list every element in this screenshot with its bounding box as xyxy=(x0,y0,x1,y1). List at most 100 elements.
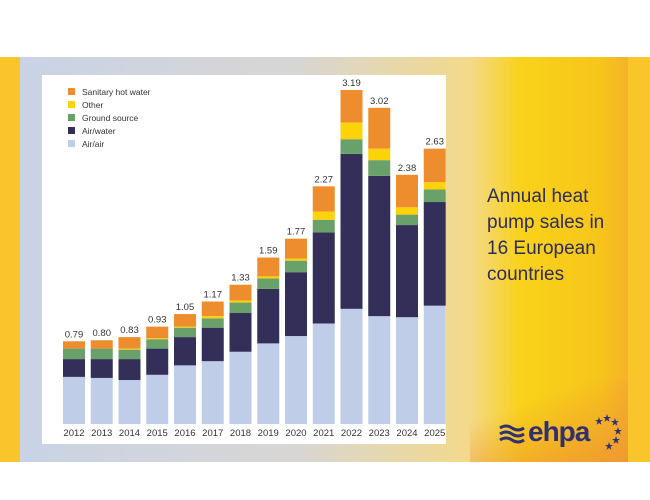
legend-swatch xyxy=(68,140,75,147)
bar-segment-ground-source xyxy=(368,160,391,176)
bar-segment-sanitary-hot-water xyxy=(90,340,113,349)
total-label: 0.93 xyxy=(148,315,167,326)
background-gradient xyxy=(470,380,628,462)
total-label: 0.79 xyxy=(65,329,84,340)
bar-segment-air-air xyxy=(396,317,418,424)
bar-segment-air-air xyxy=(201,361,224,424)
bar-segment-sanitary-hot-water xyxy=(201,301,224,317)
bar-segment-sanitary-hot-water xyxy=(396,174,418,208)
x-tick-label: 2019 xyxy=(258,428,279,439)
total-label: 1.77 xyxy=(287,227,306,238)
waves-icon xyxy=(499,414,622,450)
total-label: 1.59 xyxy=(259,246,278,257)
chart-panel: 0.79 2012 0.80 2013 0.83 2014 0.93 2015 1.05 2016… xyxy=(42,75,446,444)
x-tick-label: 2021 xyxy=(313,428,334,439)
bar-segment-air-water xyxy=(174,337,196,366)
bar-segment-air-air xyxy=(63,376,85,424)
legend-entry: Other xyxy=(82,100,103,110)
bar-segment-sanitary-hot-water xyxy=(174,314,196,327)
x-tick-label: 2020 xyxy=(285,428,306,439)
side-title: Annual heat pump sales in 16 European co… xyxy=(487,186,605,285)
legend-swatch xyxy=(68,101,75,108)
bar-segment-air-water xyxy=(340,153,363,309)
x-tick-label: 2012 xyxy=(63,428,84,439)
bar-segment-ground-source xyxy=(257,278,280,289)
legend-entry: Sanitary hot water xyxy=(82,87,151,97)
bar-segment-air-water xyxy=(257,288,280,344)
bar-segment-ground-source xyxy=(340,139,363,154)
legend-entry: Ground source xyxy=(82,113,138,123)
bar-segment-air-air xyxy=(312,323,335,424)
legend-swatch xyxy=(68,114,75,121)
stars-icon xyxy=(595,414,622,450)
x-tick-label: 2014 xyxy=(119,428,140,439)
bar-segment-other xyxy=(118,348,141,350)
bar-segment-air-water xyxy=(396,225,418,318)
bar-segment-air-air xyxy=(229,351,252,424)
bar-segment-sanitary-hot-water xyxy=(312,186,335,212)
bar-segment-air-water xyxy=(90,359,113,378)
bar-segment-other xyxy=(312,211,335,220)
total-label: 0.83 xyxy=(120,325,139,336)
bar-segment-other xyxy=(396,207,418,215)
bar-segment-sanitary-hot-water xyxy=(423,148,446,183)
bar-segment-air-water xyxy=(118,359,141,381)
bar-segment-other xyxy=(146,338,169,340)
total-label: 2.38 xyxy=(398,163,417,174)
bar-segment-other xyxy=(201,316,224,319)
x-tick-label: 2025 xyxy=(424,428,445,439)
x-tick-label: 2023 xyxy=(369,428,390,439)
bar-segment-air-water xyxy=(423,202,446,306)
bar-segment-ground-source xyxy=(90,348,113,360)
x-tick-label: 2015 xyxy=(147,428,168,439)
legend-entry: Air/air xyxy=(82,139,104,149)
bar-segment-air-water xyxy=(312,232,335,324)
bar-segment-air-water xyxy=(201,327,224,362)
x-tick-label: 2024 xyxy=(396,428,417,439)
bar-segment-ground-source xyxy=(63,348,85,360)
x-tick-label: 2022 xyxy=(341,428,362,439)
bar-segment-sanitary-hot-water xyxy=(63,341,85,349)
bar-segment-air-air xyxy=(285,336,307,424)
total-label: 0.80 xyxy=(93,328,112,339)
bar-segment-sanitary-hot-water xyxy=(146,326,169,339)
bar-segment-air-air xyxy=(257,343,280,424)
ehpa-logo: ehpa xyxy=(498,412,622,452)
bar-segment-air-air xyxy=(174,365,196,424)
bar-segment-air-air xyxy=(423,305,446,424)
x-tick-label: 2018 xyxy=(230,428,251,439)
bar-segment-air-water xyxy=(229,313,252,352)
bar-segment-ground-source xyxy=(146,339,169,349)
total-label: 1.05 xyxy=(176,302,195,313)
x-tick-label: 2017 xyxy=(202,428,223,439)
bar-segment-ground-source xyxy=(201,318,224,328)
bar-segment-other xyxy=(423,182,446,190)
total-label: 3.02 xyxy=(370,96,389,107)
bar-segment-other xyxy=(340,122,363,140)
total-label: 2.27 xyxy=(315,174,334,185)
total-label: 2.63 xyxy=(426,137,445,148)
bar-segment-ground-source xyxy=(118,349,141,360)
legend-swatch xyxy=(68,88,75,95)
stacked-bar-chart: 0.79 2012 0.80 2013 0.83 2014 0.93 2015 1.05 2016… xyxy=(63,78,446,439)
bar-segment-air-water xyxy=(285,272,307,337)
bar-segment-sanitary-hot-water xyxy=(285,238,307,259)
total-label: 3.19 xyxy=(342,78,361,89)
bar-segment-sanitary-hot-water xyxy=(118,337,141,349)
bar-segment-ground-source xyxy=(312,219,335,233)
bar-segment-ground-source xyxy=(423,189,446,203)
bar-segment-air-water xyxy=(146,348,169,375)
bar-segment-ground-source xyxy=(396,214,418,226)
bar-segment-air-air xyxy=(90,377,113,424)
bar-segment-ground-source xyxy=(285,260,307,273)
bar-segment-ground-source xyxy=(174,327,196,338)
x-tick-label: 2016 xyxy=(174,428,195,439)
x-tick-label: 2013 xyxy=(91,428,112,439)
bar-segment-sanitary-hot-water xyxy=(257,257,280,277)
bar-segment-sanitary-hot-water xyxy=(340,90,363,123)
total-label: 1.33 xyxy=(231,273,250,284)
legend-swatch xyxy=(68,127,75,134)
bar-segment-sanitary-hot-water xyxy=(368,107,391,149)
bar-segment-air-air xyxy=(340,308,363,424)
bar-segment-sanitary-hot-water xyxy=(229,284,252,301)
